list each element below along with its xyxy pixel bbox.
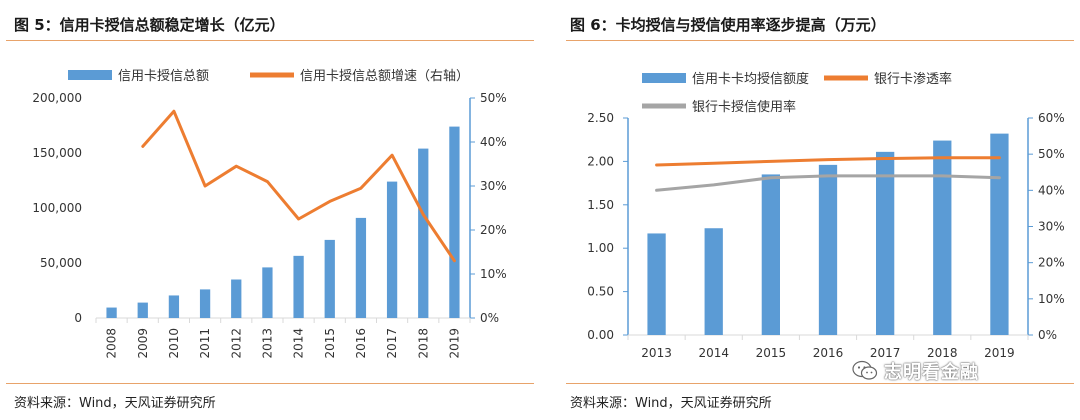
bar — [704, 228, 723, 335]
y-left-tick-label: 0.50 — [587, 285, 614, 299]
source-note: 资料来源：Wind，天风证券研究所 — [14, 396, 216, 411]
x-tick-label: 2016 — [354, 328, 368, 359]
title-divider — [6, 40, 534, 41]
x-tick-label: 2015 — [756, 346, 787, 360]
bar — [262, 267, 273, 318]
bar — [324, 239, 335, 318]
legend-label: 信用卡授信总额 — [118, 69, 209, 84]
y-left-tick-label: 0 — [74, 311, 82, 325]
y-right-tick-label: 0% — [1038, 328, 1057, 342]
y-left-tick-label: 1.00 — [587, 241, 614, 255]
x-tick-label: 2017 — [385, 328, 399, 359]
chart-title: 图 5：信用卡授信总额稳定增长（亿元） — [14, 16, 285, 34]
credit-total-chart: 0 50,000 100,000 150,000 200,000 0% 10% 20% 30% 4… — [32, 69, 507, 359]
bar — [933, 140, 952, 335]
y-right-tick-label: 20% — [480, 223, 507, 237]
watermark-text: 志明看金融 — [884, 362, 979, 383]
y-left-tick-label: 2.50 — [587, 111, 614, 125]
x-tick-label: 2010 — [167, 328, 181, 359]
y-left-tick-label: 50,000 — [40, 256, 82, 270]
bar — [355, 217, 367, 318]
bar — [137, 302, 148, 318]
y-right-tick-label: 50% — [480, 91, 507, 105]
growth-line — [141, 109, 456, 263]
bar — [199, 289, 211, 318]
bar — [876, 151, 895, 335]
usage-rate-line — [655, 174, 1001, 192]
y-left-tick-label: 0.00 — [587, 328, 614, 342]
y-left-tick-label: 200,000 — [32, 91, 82, 105]
y-right-tick-label: 40% — [1038, 183, 1065, 197]
y-right-tick-label: 30% — [1038, 220, 1065, 234]
footer-divider — [6, 383, 534, 384]
watermark: 志明看金融 — [852, 358, 979, 384]
bar — [818, 164, 838, 335]
x-tick-label: 2013 — [641, 346, 672, 360]
y-left-tick-label: 1.50 — [587, 198, 614, 212]
source-note: 资料来源：Wind，天风证券研究所 — [570, 396, 772, 411]
x-tick-label: 2015 — [323, 328, 337, 359]
x-tick-label: 2008 — [105, 328, 119, 359]
bar — [761, 174, 780, 335]
bar — [168, 295, 180, 318]
y-left-tick-label: 100,000 — [32, 201, 82, 215]
y-right-tick-label: 40% — [480, 135, 507, 149]
bar — [293, 255, 304, 318]
legend-label: 银行卡授信使用率 — [692, 99, 796, 115]
bar — [449, 126, 460, 318]
y-right-tick-label: 10% — [1038, 292, 1065, 306]
bar — [647, 233, 666, 335]
legend-swatch-bar — [642, 73, 686, 83]
y-right-tick-label: 30% — [480, 179, 507, 193]
y-right-tick-label: 20% — [1038, 256, 1065, 270]
x-tick-label: 2011 — [198, 328, 212, 359]
legend-label: 信用卡授信总额增速（右轴） — [300, 69, 469, 84]
y-right-tick-label: 60% — [1038, 111, 1065, 125]
x-tick-label: 2009 — [136, 328, 150, 359]
wechat-icon — [852, 360, 878, 380]
x-tick-label: 2019 — [984, 346, 1015, 360]
x-tick-label: 2018 — [416, 328, 430, 359]
y-left-tick-label: 150,000 — [32, 146, 82, 160]
bar — [990, 133, 1009, 335]
legend-swatch-bar — [68, 70, 112, 80]
y-right-tick-label: 10% — [480, 267, 507, 281]
chart-panel-avg-credit: 图 6：卡均授信与授信使用率逐步提高（万元） 0.00 0.50 1.00 1.50 2… — [560, 0, 1080, 420]
y-right-tick-label: 50% — [1038, 147, 1065, 161]
legend-label: 银行卡渗透率 — [874, 71, 952, 87]
y-right-tick-label: 0% — [480, 311, 499, 325]
bar — [418, 148, 429, 318]
x-tick-label: 2012 — [229, 328, 243, 359]
title-divider — [566, 40, 1074, 41]
x-tick-label: 2019 — [447, 328, 461, 359]
bar — [106, 307, 117, 318]
footer-divider — [566, 383, 1074, 384]
bar — [386, 181, 398, 318]
x-tick-label: 2014 — [698, 346, 729, 360]
x-tick-label: 2013 — [260, 328, 274, 359]
chart-panel-total-credit: 图 5：信用卡授信总额稳定增长（亿元） 0 50,000 100,000 150,00… — [6, 16, 534, 411]
y-left-tick-label: 2.00 — [587, 154, 614, 168]
growth-line — [655, 156, 1001, 167]
x-tick-label: 2018 — [927, 346, 958, 360]
bar — [231, 279, 242, 318]
x-tick-label: 2014 — [292, 328, 306, 359]
legend-label: 信用卡卡均授信额度 — [692, 71, 809, 87]
x-tick-label: 2016 — [813, 346, 844, 360]
chart-title: 图 6：卡均授信与授信使用率逐步提高（万元） — [570, 16, 886, 34]
avg-credit-chart: 0.00 0.50 1.00 1.50 2.00 2.50 0% 10% 20% 30% 40% 50… — [587, 71, 1065, 360]
x-tick-label: 2017 — [870, 346, 901, 360]
